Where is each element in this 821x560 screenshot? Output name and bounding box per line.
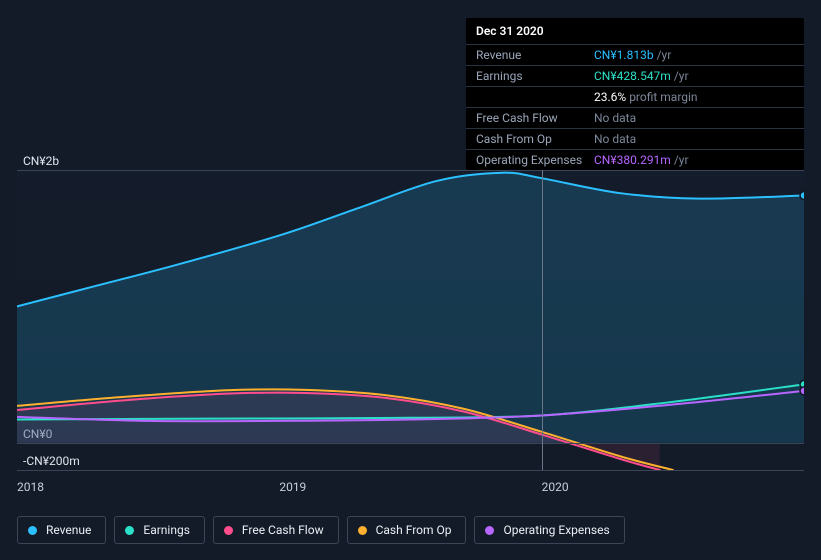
tooltip-row-label: Operating Expenses	[476, 153, 594, 167]
legend-item-label: Revenue	[46, 523, 91, 537]
series-endpoint-opex	[800, 387, 804, 395]
y-gridline	[17, 443, 804, 444]
tooltip-row: Cash From OpNo data	[466, 128, 804, 149]
legend-item-label: Cash From Op	[376, 523, 452, 537]
legend-swatch-icon	[28, 526, 37, 535]
tooltip-row: EarningsCN¥428.547m/yr	[466, 65, 804, 86]
legend-item-cfo[interactable]: Cash From Op	[347, 516, 467, 544]
tooltip-row: Operating ExpensesCN¥380.291m/yr	[466, 149, 804, 170]
tooltip-row-value: CN¥1.813b/yr	[594, 48, 794, 62]
tooltip-row-value: No data	[594, 132, 794, 146]
tooltip-row: Free Cash FlowNo data	[466, 107, 804, 128]
y-gridline	[17, 170, 804, 171]
tooltip-row-label: Revenue	[476, 48, 594, 62]
y-axis-label: CN¥2b	[23, 154, 59, 168]
tooltip-row-label: Earnings	[476, 69, 594, 83]
tooltip-row-label: Free Cash Flow	[476, 111, 594, 125]
tooltip-row-value: CN¥380.291m/yr	[594, 153, 794, 167]
chart-tooltip: Dec 31 2020 RevenueCN¥1.813b/yrEarningsC…	[466, 18, 804, 170]
legend-item-revenue[interactable]: Revenue	[17, 516, 106, 544]
legend-item-label: Operating Expenses	[503, 523, 609, 537]
legend-swatch-icon	[224, 526, 233, 535]
hover-vertical-line	[542, 170, 543, 470]
x-axis-label: 2020	[542, 480, 569, 494]
legend-item-earnings[interactable]: Earnings	[114, 516, 205, 544]
tooltip-row-value: 23.6%profit margin	[594, 90, 794, 104]
legend-swatch-icon	[125, 526, 134, 535]
legend-item-opex[interactable]: Operating Expenses	[474, 516, 624, 544]
legend-swatch-icon	[358, 526, 367, 535]
legend-item-label: Earnings	[143, 523, 190, 537]
tooltip-row-value: CN¥428.547m/yr	[594, 69, 794, 83]
legend-item-fcf[interactable]: Free Cash Flow	[213, 516, 339, 544]
tooltip-date: Dec 31 2020	[466, 18, 804, 44]
x-axis-label: 2018	[17, 480, 44, 494]
tooltip-row: 23.6%profit margin	[466, 86, 804, 107]
x-axis-label: 2019	[279, 480, 306, 494]
tooltip-row: RevenueCN¥1.813b/yr	[466, 44, 804, 65]
legend-item-label: Free Cash Flow	[242, 523, 324, 537]
series-endpoint-revenue	[800, 192, 804, 200]
chart-plot-area[interactable]	[17, 170, 804, 470]
chart-svg	[17, 170, 804, 470]
chart-legend: Revenue Earnings Free Cash Flow Cash From O…	[17, 516, 625, 544]
y-gridline	[17, 470, 804, 471]
tooltip-row-label: Cash From Op	[476, 132, 594, 146]
tooltip-row-label	[476, 90, 594, 104]
legend-swatch-icon	[485, 526, 494, 535]
tooltip-row-value: No data	[594, 111, 794, 125]
